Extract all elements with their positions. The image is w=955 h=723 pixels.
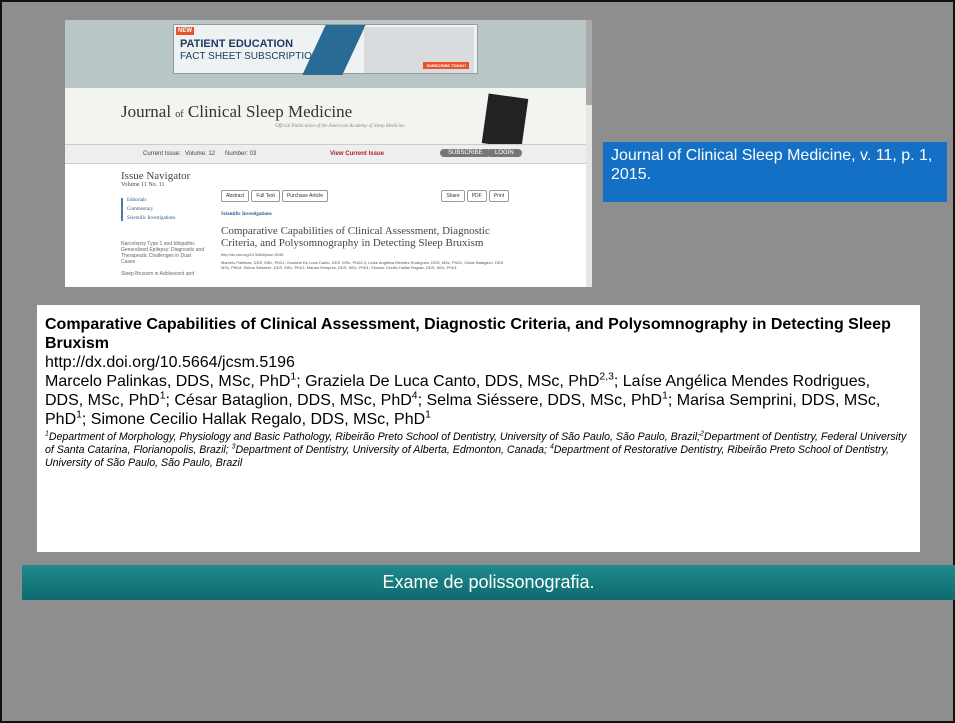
affiliation-sup: 2 <box>700 430 704 438</box>
sidebar-item[interactable]: Scientific Investigations <box>127 216 176 221</box>
scroll-thumb[interactable] <box>586 20 592 105</box>
journal-header: Journal of Clinical Sleep Medicine Offic… <box>65 88 592 149</box>
ad-badge: NEW <box>176 27 194 35</box>
article-authors: Marcelo Palinkas, DDS, MSc, PhD1; Grazie… <box>221 260 505 270</box>
affiliation-text: Department of Morphology, Physiology and… <box>48 431 701 443</box>
author-sup: 1 <box>290 371 297 383</box>
sidebar-item[interactable]: Commentary <box>127 207 154 212</box>
sidebar-article[interactable]: Narcolepsy Type 1 and Idiopathic General… <box>121 241 205 265</box>
article-box: Comparative Capabilities of Clinical Ass… <box>37 305 920 552</box>
nav-text: Current Issue: <box>143 151 181 157</box>
journal-tagline: Official Publication of the American Aca… <box>275 124 405 129</box>
authors: Marcelo Palinkas, DDS, MSc, PhD1; Grazie… <box>45 372 912 429</box>
author-name: ; Selma Siéssere, DDS, MSc, PhD <box>417 392 663 409</box>
button-group: Share PDF Print <box>441 184 511 202</box>
affiliation-text: Department of Dentistry, University of A… <box>235 444 550 456</box>
subscribe-button[interactable]: SUBSCRIBE <box>440 149 491 157</box>
author-name: ; Marisa Semprini, DDS, MSc, PhD <box>45 392 881 428</box>
sidebar-volume: Volume 11 No. 11 <box>121 182 165 188</box>
screenshot: NEW PATIENT EDUCATION FACT SHEET SUBSCRI… <box>65 20 592 287</box>
ad-banner: NEW PATIENT EDUCATION FACT SHEET SUBSCRI… <box>173 24 478 75</box>
journal-cover <box>481 93 529 149</box>
affiliation-text: Department of Restorative Dentistry, Rib… <box>45 444 889 469</box>
author-name: Marcelo Palinkas, DDS, MSc, PhD <box>45 373 291 390</box>
article-title: Comparative Capabilities of Clinical Ass… <box>221 225 490 249</box>
author-name: ; Simone Cecilio Hallak Regalo, DDS, MSc… <box>81 411 426 428</box>
citation-box: Journal of Clinical Sleep Medicine, v. 1… <box>603 142 947 202</box>
author-sup: 1 <box>425 409 431 421</box>
author-sup: 2,3 <box>599 371 614 383</box>
tab-button[interactable]: PDF <box>466 190 487 202</box>
affiliation-sup: 3 <box>231 443 236 451</box>
tab-button[interactable]: Print <box>488 190 509 202</box>
tab-button[interactable]: Share <box>441 190 465 202</box>
tab-button[interactable]: Purchase Article <box>281 190 329 202</box>
tab-button[interactable]: Abstract <box>221 190 250 202</box>
section-label: Scientific Investigations <box>221 212 272 217</box>
author-name: ; Graziela De Luca Canto, DDS, MSc, PhD <box>296 373 600 390</box>
affiliation-text: Department of Dentistry, Federal Univers… <box>45 431 907 456</box>
author-sup: 1 <box>662 390 668 402</box>
caption-banner: Exame de polissonografia. <box>22 565 955 600</box>
ad-line: PATIENT EDUCATION <box>180 38 294 50</box>
article-preview: Abstract Full Text Purchase Article Share P… <box>221 184 511 270</box>
article-doi: http://dx.doi.org/10.5664/jcsm.5196 <box>221 252 284 257</box>
author-sup: 4 <box>411 390 418 402</box>
nav-bar: Current Issue: Volume: 12 Number: 03 Vie… <box>65 144 592 164</box>
button-group: Abstract Full Text Purchase Article <box>221 184 511 202</box>
nav-text: Number: 03 <box>225 151 257 157</box>
article-doi: http://dx.doi.org/10.5664/jcsm.5196 <box>45 354 295 371</box>
sidebar-list: Editorials Commentary Scientific Investiga… <box>121 198 206 221</box>
nav-text: Volume: 12 <box>185 151 216 157</box>
scrollbar <box>586 20 592 287</box>
ad-line: FACT SHEET SUBSCRIPTION <box>180 51 320 62</box>
sidebar-title: Issue Navigator <box>121 170 191 182</box>
affiliation-sup: 4 <box>549 443 554 451</box>
author-name: ; Laíse Angélica Mendes Rodrigues, DDS, … <box>45 373 871 409</box>
nav-link[interactable]: View Current Issue <box>330 151 384 157</box>
author-sup: 1 <box>159 390 166 402</box>
sidebar-item[interactable]: Editorials <box>127 198 147 203</box>
author-name: ; César Bataglion, DDS, MSc, PhD <box>165 392 412 409</box>
login-button[interactable]: LOGIN <box>487 149 522 157</box>
article-title: Comparative Capabilities of Clinical Ass… <box>45 316 891 352</box>
journal-name: Journal of Clinical Sleep Medicine <box>121 102 353 121</box>
affiliation-sup: 1 <box>45 430 49 438</box>
sidebar: Issue Navigator Volume 11 No. 11 Editori… <box>121 170 206 277</box>
affiliations: 1Department of Morphology, Physiology an… <box>45 431 912 470</box>
tab-button[interactable]: Full Text <box>251 190 280 202</box>
ad-shape <box>302 25 366 75</box>
sidebar-article[interactable]: Sleep Bruxism in Adolescent and <box>121 271 195 277</box>
author-sup: 1 <box>76 409 82 421</box>
ad-button[interactable]: SUBSCRIBE TODAY! <box>423 62 469 69</box>
